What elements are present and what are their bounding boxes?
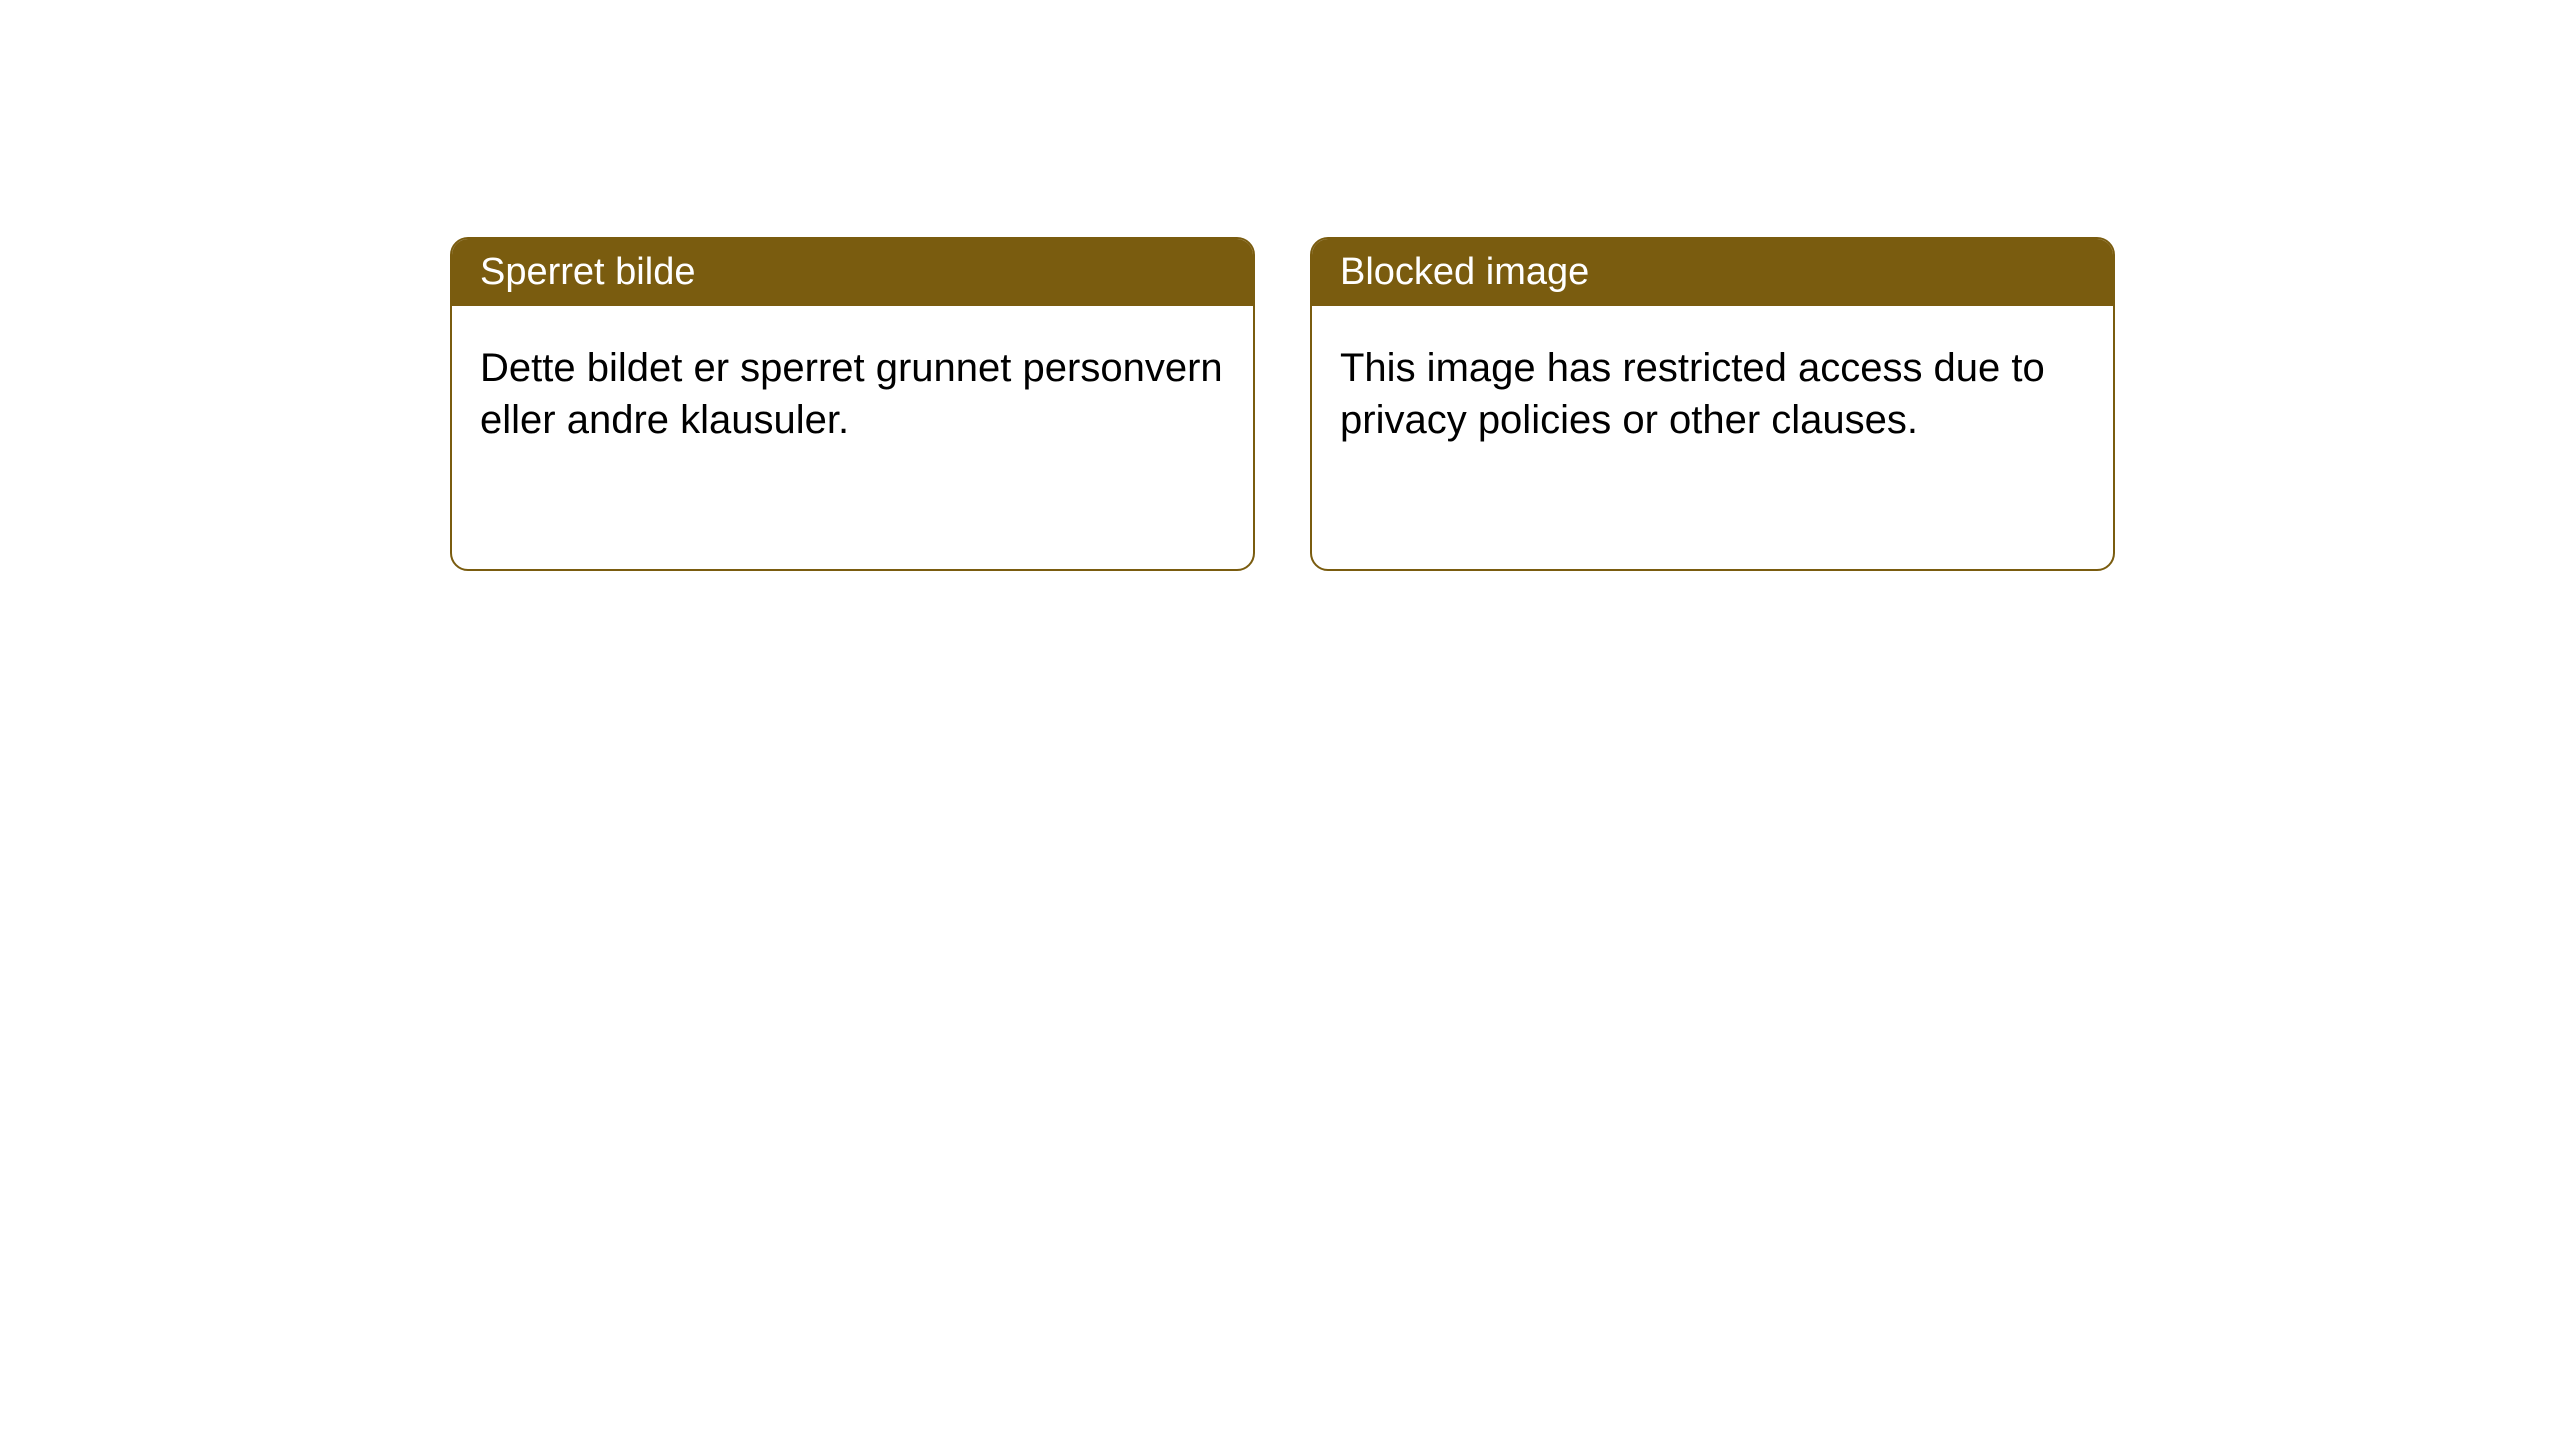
notice-card-english: Blocked image This image has restricted …	[1310, 237, 2115, 571]
notice-title-norwegian: Sperret bilde	[452, 239, 1253, 306]
notice-body-english: This image has restricted access due to …	[1312, 306, 2113, 482]
notice-body-norwegian: Dette bildet er sperret grunnet personve…	[452, 306, 1253, 482]
notice-card-norwegian: Sperret bilde Dette bildet er sperret gr…	[450, 237, 1255, 571]
notice-title-english: Blocked image	[1312, 239, 2113, 306]
notice-container: Sperret bilde Dette bildet er sperret gr…	[0, 0, 2560, 571]
